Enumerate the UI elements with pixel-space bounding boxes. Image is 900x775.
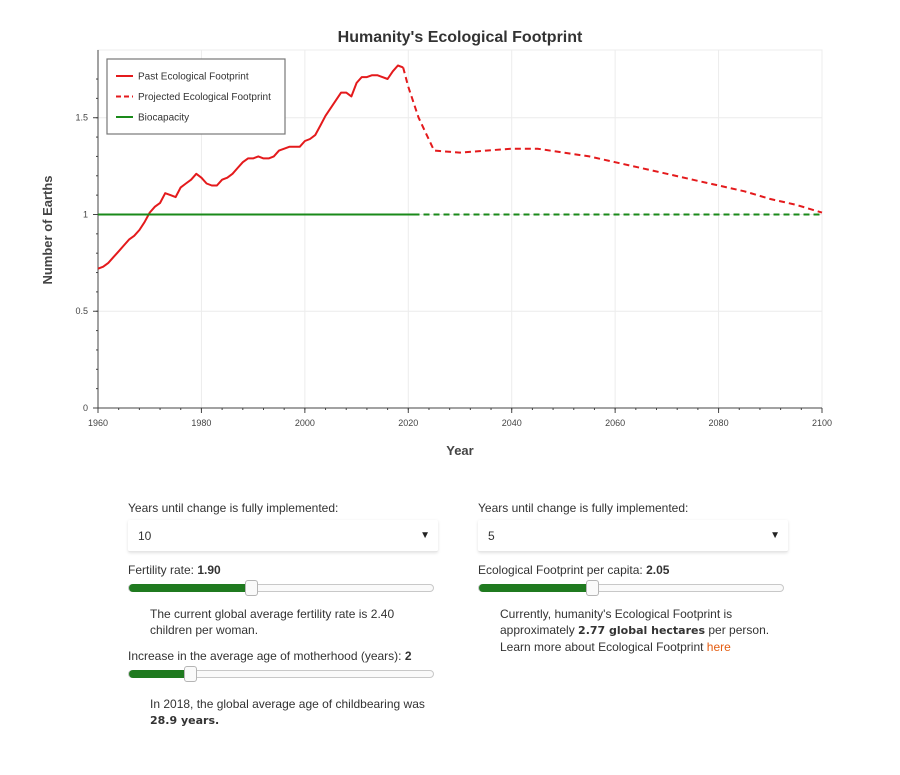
footprint-per-capita-slider[interactable] [478,580,784,596]
controls-panel: Years until change is fully implemented:… [0,500,900,760]
slider-fill [479,584,593,592]
selected-value: 10 [138,529,152,543]
motherhood-age-slider[interactable] [128,666,434,682]
selected-value: 5 [488,529,495,543]
footprint-controls: Years until change is fully implemented:… [478,500,788,655]
x-tick-label: 2040 [502,418,522,428]
slider-fill [129,670,191,678]
dropdown-arrow-icon: ▼ [770,530,780,541]
slider-handle[interactable] [586,580,600,596]
legend-box [106,58,286,135]
y-tick-label: 0 [83,403,88,413]
x-tick-label: 2100 [812,418,832,428]
x-tick-label: 2020 [398,418,418,428]
motherhood-age-value: 2 [404,649,412,663]
slider-fill [129,584,252,592]
learn-more-link[interactable]: here [706,640,731,654]
series-lines [97,64,823,270]
slider-handle[interactable] [245,580,259,596]
x-tick-label: 2000 [295,418,315,428]
legend: Past Ecological Footprint Projected Ecolo… [106,58,286,135]
x-tick-label: 2060 [605,418,625,428]
axes: 1960 1980 2000 2020 2040 2060 2080 2100 0 0.5 1 1.5 [75,50,832,428]
chart-title: Humanity's Ecological Footprint [338,29,583,46]
motherhood-age-label: Increase in the average age of motherhoo… [128,649,412,663]
y-tick-label: 1.5 [75,113,88,123]
motherhood-note: In 2018, the global average age of child… [150,697,425,727]
y-tick-label: 1 [83,209,88,219]
years-until-change-select-right[interactable]: 5 ▼ [478,520,788,552]
legend-label: Biocapacity [138,113,189,124]
x-tick-label: 2080 [709,418,729,428]
years-until-change-label: Years until change is fully implemented: [128,501,339,515]
x-axis-label: Year [446,443,473,458]
years-until-change-select-left[interactable]: 10 ▼ [128,520,438,552]
footprint-per-capita-value: 2.05 [646,563,670,577]
x-tick-label: 1980 [191,418,211,428]
population-controls: Years until change is fully implemented:… [128,500,438,729]
slider-handle[interactable] [184,666,198,682]
fertility-rate-value: 1.90 [197,563,221,577]
footprint-note: Currently, humanity's Ecological Footpri… [500,607,770,654]
fertility-note: The current global average fertility rat… [150,607,395,637]
dropdown-arrow-icon: ▼ [420,530,430,541]
y-axis-label: Number of Earths [40,175,55,284]
legend-label: Past Ecological Footprint [138,72,249,83]
y-tick-label: 0.5 [75,306,88,316]
fertility-rate-label: Fertility rate: 1.90 [128,563,221,577]
legend-label: Projected Ecological Footprint [138,92,271,103]
ecological-footprint-chart: Humanity's Ecological Footprint 1960 1980… [40,29,832,458]
x-tick-label: 1960 [88,418,108,428]
footprint-per-capita-label: Ecological Footprint per capita: 2.05 [478,563,670,577]
series-line-1 [402,67,823,214]
years-until-change-label: Years until change is fully implemented: [478,501,689,515]
fertility-rate-slider[interactable] [128,580,434,596]
